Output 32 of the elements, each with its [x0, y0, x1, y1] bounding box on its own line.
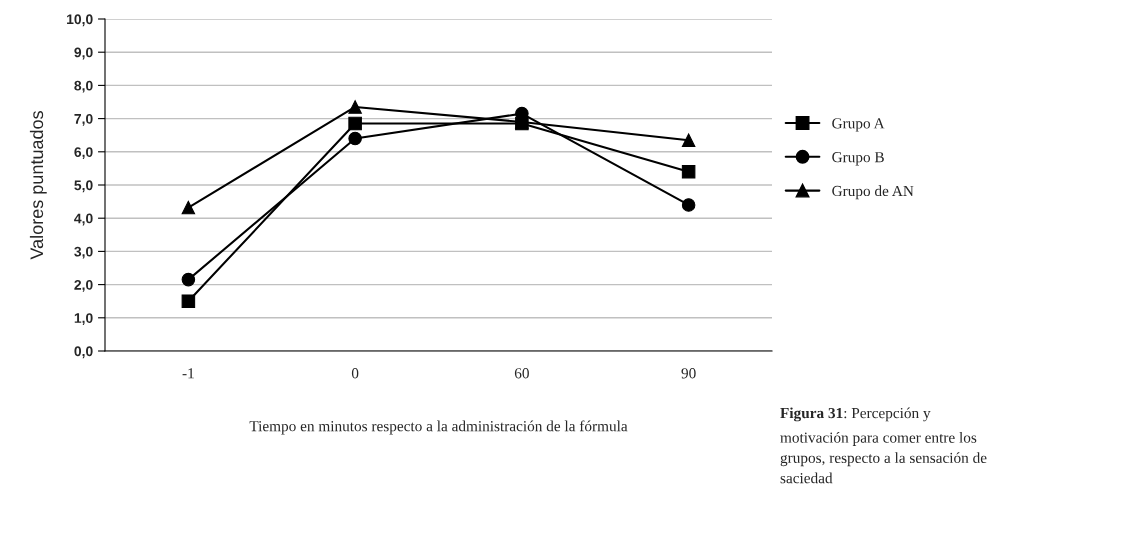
y-tick-label: 10,0: [67, 14, 93, 27]
y-tick-label: 4,0: [74, 213, 93, 226]
legend-label: Grupo B: [832, 152, 884, 166]
y-tick-label: 8,0: [74, 80, 93, 93]
text: : Percepción y: [844, 407, 931, 422]
y-tick-label: 2,0: [74, 279, 93, 292]
y-tick-label: 7,0: [74, 113, 93, 126]
point: [181, 200, 196, 215]
point: [348, 100, 362, 114]
point: [681, 198, 696, 212]
text: Figura 31: [780, 407, 843, 422]
legend-label: Grupo de AN: [832, 185, 914, 200]
x-tick-label: 0: [351, 368, 359, 379]
y-tick-label: 9,0: [74, 47, 93, 60]
x-tick-label: 60: [514, 368, 529, 379]
y-tick-label: 0,0: [74, 346, 93, 359]
legend-label: Grupo A: [832, 118, 885, 132]
x-tick-label: 90: [681, 368, 696, 379]
y-tick-label: 6,0: [74, 147, 93, 159]
point: [348, 116, 362, 131]
x-axis-title: Tiempo en minutos respecto a la administración de la fórmula: [249, 420, 628, 435]
y-tick-label: 3,0: [74, 246, 93, 259]
point: [348, 131, 362, 146]
point: [681, 133, 696, 147]
point: [181, 294, 196, 308]
y-tick-label: 5,0: [74, 180, 93, 193]
point: [681, 164, 696, 179]
text: motivación para comer entre los grupos, respecto a la sensación de saciedad: [780, 432, 987, 484]
y-axis-title: Valores puntuados: [29, 111, 47, 260]
point: [181, 272, 196, 287]
x-tick-label: -1: [182, 368, 194, 379]
y-tick-label: 1,0: [74, 313, 93, 325]
